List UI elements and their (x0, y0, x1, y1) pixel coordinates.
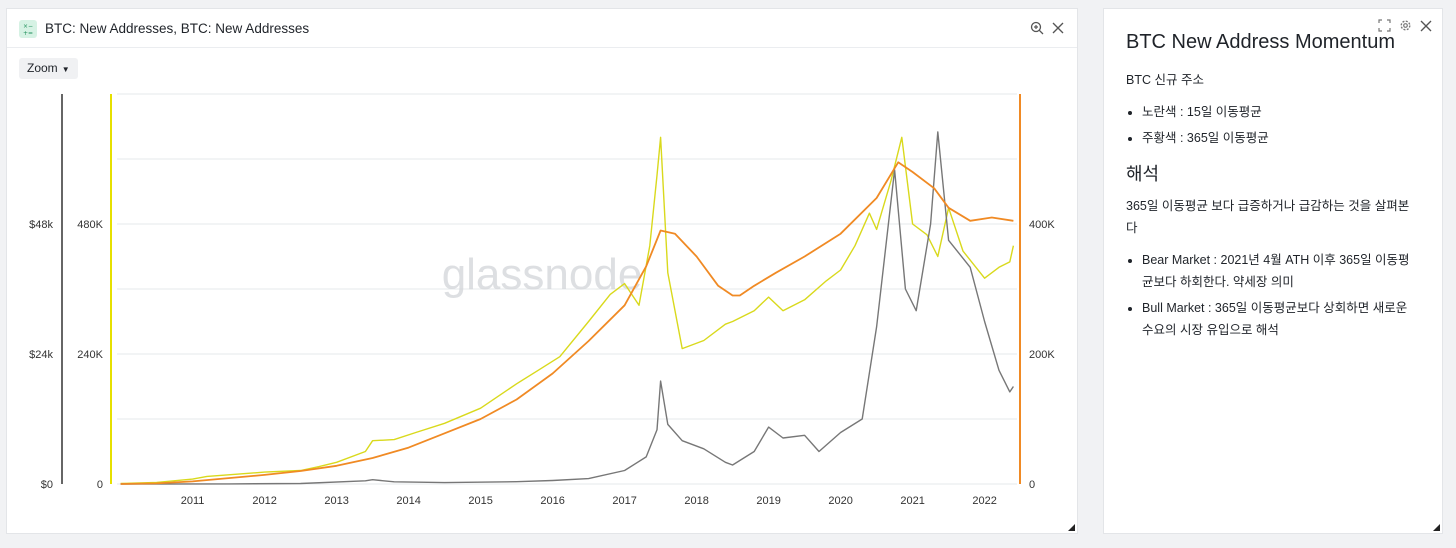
x-tick-label: 2018 (684, 495, 708, 507)
interpretation-item-bull: Bull Market : 365일 이동평균보다 상회하면 새로운 수요의 시… (1142, 297, 1416, 341)
x-tick-label: 2020 (828, 495, 852, 507)
interpretation-item-bear: Bear Market : 2021년 4월 ATH 이후 365일 이동평균보… (1142, 249, 1416, 293)
svg-text:+=: += (23, 30, 33, 37)
legend-item-yellow: 노란색 : 15일 이동평균 (1142, 101, 1416, 123)
calculator-icon: ×− += (19, 20, 37, 38)
price-tick-label: $48k (29, 219, 53, 231)
note-body: BTC 신규 주소 노란색 : 15일 이동평균 주황색 : 365일 이동평균… (1126, 69, 1416, 353)
x-tick-label: 2017 (612, 495, 636, 507)
chart-panel: ×− += BTC: New Addresses, BTC: New Addres… (6, 8, 1078, 534)
left-tick-label: 0 (97, 479, 103, 491)
ma15-line (120, 136, 1015, 485)
price-tick-label: $0 (41, 479, 53, 491)
x-tick-label: 2012 (252, 495, 276, 507)
watermark-text: glassnode (442, 250, 643, 299)
price-tick-label: $24k (29, 349, 53, 361)
x-tick-label: 2015 (468, 495, 492, 507)
zoom-dropdown[interactable]: Zoom ▼ (19, 58, 78, 79)
chart-title: BTC: New Addresses, BTC: New Addresses (45, 21, 310, 36)
section-heading: 해석 (1126, 164, 1160, 184)
price-line (120, 131, 1014, 485)
chart-header: ×− += BTC: New Addresses, BTC: New Addres… (7, 9, 1077, 48)
x-tick-label: 2021 (900, 495, 924, 507)
resize-handle[interactable] (1433, 524, 1440, 531)
note-title: BTC New Address Momentum (1126, 31, 1395, 53)
x-tick-label: 2019 (756, 495, 780, 507)
zoom-in-icon[interactable] (1027, 18, 1047, 38)
section-text: 365일 이동평균 보다 급증하거나 급감하는 것을 살펴본다 (1126, 199, 1410, 235)
ma365-line (120, 161, 1014, 485)
x-tick-label: 2022 (972, 495, 996, 507)
expand-icon[interactable] (1378, 19, 1391, 37)
left-tick-label: 480K (77, 219, 103, 231)
chart-area: $0 $24k $48k 0 240K 480K 0 200K 400K 2011 2012 2013… (29, 93, 1055, 507)
note-toolbar (1378, 19, 1432, 37)
right-tick-label: 200K (1029, 349, 1055, 361)
legend-list: 노란색 : 15일 이동평균 주황색 : 365일 이동평균 (1126, 101, 1416, 149)
note-intro: BTC 신규 주소 (1126, 73, 1204, 87)
x-tick-label: 2013 (324, 495, 348, 507)
x-tick-label: 2011 (181, 495, 205, 507)
close-icon[interactable] (1420, 19, 1432, 37)
x-tick-label: 2014 (396, 495, 420, 507)
note-panel: BTC New Address Momentum BTC 신규 주소 노란색 :… (1103, 8, 1443, 534)
resize-handle[interactable] (1068, 524, 1075, 531)
right-tick-label: 0 (1029, 479, 1035, 491)
caret-down-icon: ▼ (61, 65, 70, 74)
gear-icon[interactable] (1399, 19, 1412, 37)
left-tick-label: 240K (77, 349, 103, 361)
close-icon[interactable] (1048, 18, 1068, 38)
interpretation-list: Bear Market : 2021년 4월 ATH 이후 365일 이동평균보… (1126, 249, 1416, 341)
x-tick-label: 2016 (540, 495, 564, 507)
right-tick-label: 400K (1029, 219, 1055, 231)
svg-text:×−: ×− (23, 23, 33, 30)
zoom-label: Zoom (27, 61, 58, 75)
legend-item-orange: 주황색 : 365일 이동평균 (1142, 127, 1416, 149)
